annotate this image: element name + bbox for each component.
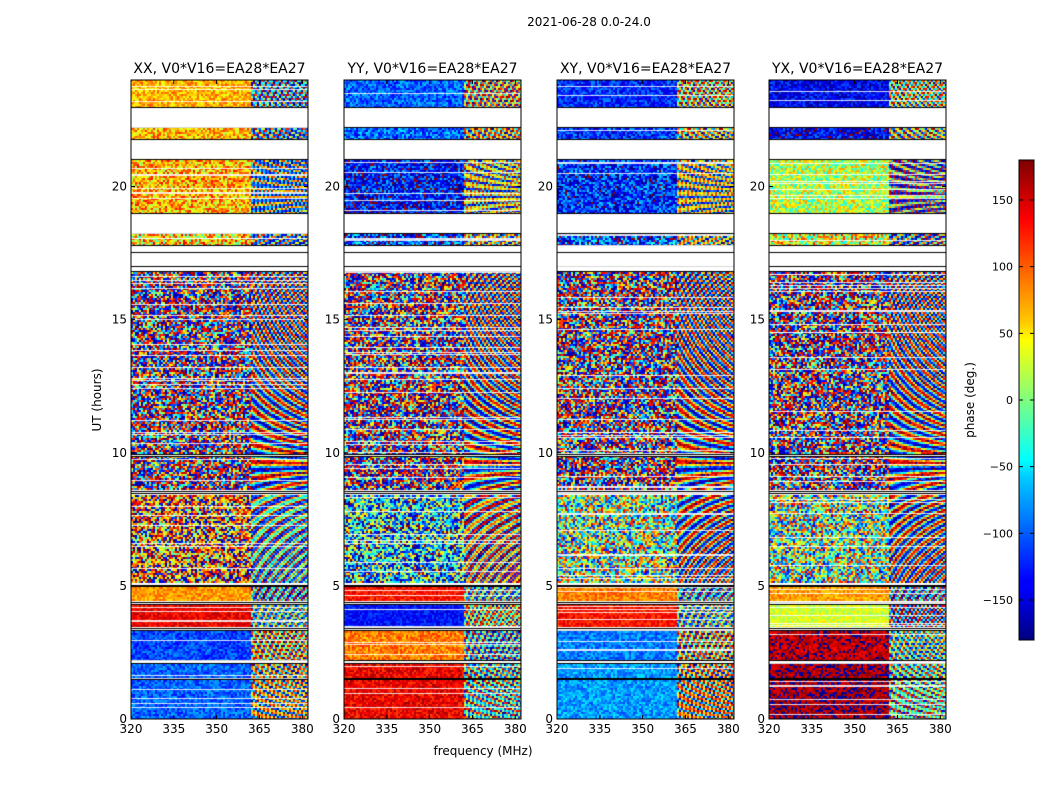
y-tick-label: 0 (332, 712, 340, 726)
y-tick-label: 15 (325, 313, 340, 327)
y-tick-label: 10 (538, 446, 553, 460)
y-axis-label: UT (hours) (90, 368, 104, 431)
colorbar-tick-label: 150 (992, 194, 1013, 207)
y-tick-label: 5 (332, 579, 340, 593)
colorbar-label: phase (deg.) (963, 362, 977, 438)
x-tick-label: 350 (843, 722, 866, 736)
x-tick-label: 380 (717, 722, 740, 736)
colorbar-tick-label: 100 (992, 261, 1013, 274)
y-tick-label: 0 (119, 712, 127, 726)
panel-frame (130, 79, 309, 720)
panel-title-xy: XY, V0*V16=EA28*EA27 (560, 61, 731, 77)
y-tick-label: 15 (750, 313, 765, 327)
panels-group: XX, V0*V16=EA28*EA27 320 335 350 365 380 0 5 10 1… (112, 61, 952, 736)
panel-title-yx: YX, V0*V16=EA28*EA27 (771, 61, 943, 77)
colorbar-tick-label: 50 (999, 327, 1013, 340)
x-tick-label: 320 (758, 722, 781, 736)
panel-title-xx: XX, V0*V16=EA28*EA27 (133, 61, 305, 77)
panel-xy: XY, V0*V16=EA28*EA27 320 335 350 365 380 0 5 10 1… (538, 61, 740, 736)
panel-title-yy: YY, V0*V16=EA28*EA27 (346, 61, 517, 77)
heatmap-xx (131, 80, 308, 719)
y-tick-label: 20 (325, 180, 340, 194)
y-tick-label: 5 (119, 579, 127, 593)
y-tick-label: 20 (112, 180, 127, 194)
x-tick-label: 335 (588, 722, 611, 736)
x-tick-label: 320 (120, 722, 143, 736)
y-tick-label: 10 (112, 446, 127, 460)
y-tick-label: 15 (112, 313, 127, 327)
panel-frame (768, 79, 947, 720)
colorbar-tick-label: 0 (1006, 394, 1013, 407)
x-tick-label: 350 (205, 722, 228, 736)
panel-yx: YX, V0*V16=EA28*EA27 320 335 350 365 380 0 5 10 1… (750, 61, 952, 736)
y-tick-label: 20 (750, 180, 765, 194)
x-tick-label: 335 (800, 722, 823, 736)
x-tick-label: 365 (886, 722, 909, 736)
y-tick-label: 15 (538, 313, 553, 327)
colorbar-tick-label: −150 (983, 594, 1013, 607)
y-tick-label: 20 (538, 180, 553, 194)
x-tick-label: 335 (162, 722, 185, 736)
colorbar-ticks: 150 100 50 0 −50 −100 −150 (983, 194, 1034, 607)
x-tick-label: 365 (674, 722, 697, 736)
panel-frame (556, 79, 735, 720)
x-tick-label: 380 (291, 722, 314, 736)
y-tick-label: 10 (750, 446, 765, 460)
x-tick-label: 380 (504, 722, 527, 736)
panel-yy: YY, V0*V16=EA28*EA27 320 335 350 365 380 0 5 10 1… (325, 61, 527, 736)
heatmap-yx (769, 80, 946, 719)
x-tick-label: 335 (375, 722, 398, 736)
panel-xx: XX, V0*V16=EA28*EA27 320 335 350 365 380 0 5 10 1… (112, 61, 314, 736)
panel-frame (343, 79, 522, 720)
x-tick-label: 320 (546, 722, 569, 736)
colorbar-tick-label: −50 (990, 461, 1013, 474)
colorbar-tick-label: −100 (983, 527, 1013, 540)
heatmap-xy (557, 80, 734, 719)
figure-suptitle: 2021-06-28 0.0-24.0 (527, 15, 651, 29)
x-tick-label: 350 (418, 722, 441, 736)
x-tick-label: 365 (461, 722, 484, 736)
y-tick-label: 0 (757, 712, 765, 726)
y-tick-label: 10 (325, 446, 340, 460)
x-axis-label: frequency (MHz) (433, 744, 532, 758)
y-tick-label: 5 (757, 579, 765, 593)
x-tick-label: 350 (631, 722, 654, 736)
y-tick-label: 5 (545, 579, 553, 593)
colorbar: 150 100 50 0 −50 −100 −150 phase (deg.) (963, 159, 1035, 641)
x-tick-label: 380 (929, 722, 952, 736)
x-tick-label: 320 (333, 722, 356, 736)
heatmap-yy (344, 80, 521, 719)
x-tick-label: 365 (248, 722, 271, 736)
y-tick-label: 0 (545, 712, 553, 726)
